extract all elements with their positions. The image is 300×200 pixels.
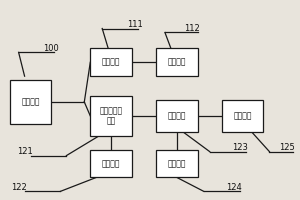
Text: 一级沉淀: 一级沉淀	[168, 111, 186, 120]
Text: 100: 100	[44, 44, 59, 53]
Text: 124: 124	[226, 183, 242, 192]
FancyBboxPatch shape	[156, 150, 198, 177]
Text: 125: 125	[280, 143, 295, 152]
FancyBboxPatch shape	[90, 96, 132, 136]
Text: 123: 123	[232, 143, 247, 152]
Text: 氧室分离: 氧室分离	[21, 97, 40, 106]
Text: 喷雾干燥: 喷雾干燥	[168, 159, 186, 168]
FancyBboxPatch shape	[90, 48, 132, 76]
FancyBboxPatch shape	[222, 100, 263, 132]
Text: 112: 112	[184, 24, 200, 33]
Text: 122: 122	[11, 183, 26, 192]
Text: 脱水干燥: 脱水干燥	[168, 58, 186, 67]
FancyBboxPatch shape	[156, 48, 198, 76]
FancyBboxPatch shape	[10, 80, 52, 124]
Text: 脱水成型: 脱水成型	[102, 58, 120, 67]
Text: 111: 111	[127, 20, 143, 29]
Text: 喷雾干燥: 喷雾干燥	[102, 159, 120, 168]
Text: 皮渣沉淀取
淀粉: 皮渣沉淀取 淀粉	[100, 106, 123, 126]
Text: 二级沉淀: 二级沉淀	[233, 111, 252, 120]
Text: 121: 121	[17, 147, 32, 156]
FancyBboxPatch shape	[156, 100, 198, 132]
FancyBboxPatch shape	[90, 150, 132, 177]
